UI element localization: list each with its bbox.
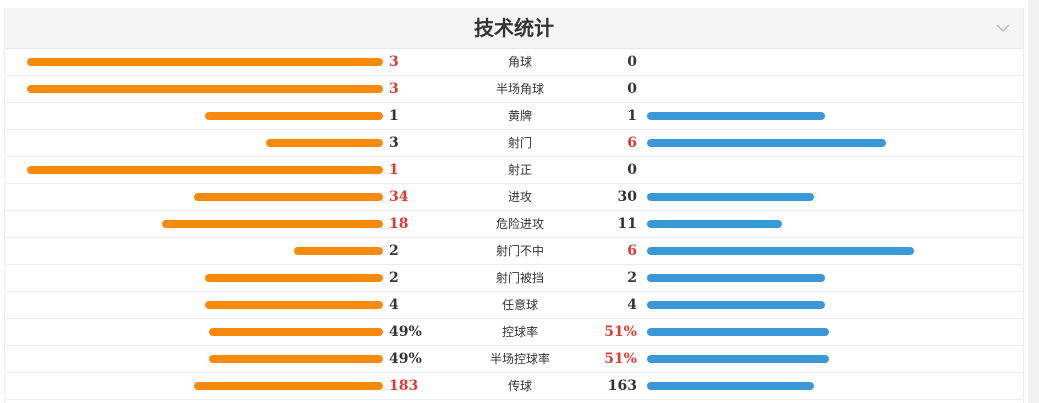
tech-stats-panel: 技术统计 3 角球 0 3 半场角球 0 1 黄牌 1 3 射门 6 1 射正 0 34 进攻 30 18 危险进攻 1… — [4, 8, 1024, 403]
panel-header: 技术统计 — [5, 8, 1023, 49]
home-value: 2 — [389, 243, 399, 259]
stat-label: 射门被挡 — [495, 271, 544, 285]
away-bar — [647, 355, 829, 363]
stat-row: 3 射门 6 — [5, 130, 1023, 157]
stat-row: 1 黄牌 1 — [5, 103, 1023, 130]
home-value: 3 — [389, 54, 399, 70]
away-bar — [647, 139, 886, 147]
away-bar — [647, 328, 829, 336]
away-value: 51% — [604, 351, 637, 367]
home-bar — [294, 247, 383, 255]
home-bar — [209, 355, 383, 363]
stat-row: 2 射门不中 6 — [5, 238, 1023, 265]
stat-row: 34 进攻 30 — [5, 184, 1023, 211]
home-value: 3 — [389, 81, 399, 97]
stat-row: 18 危险进攻 11 — [5, 211, 1023, 238]
home-value: 3 — [389, 135, 399, 151]
home-bar — [162, 220, 383, 228]
away-value: 30 — [617, 189, 637, 205]
away-bar — [647, 382, 814, 390]
away-value: 1 — [627, 108, 637, 124]
stat-row: 4 任意球 4 — [5, 292, 1023, 319]
stat-label: 危险进攻 — [495, 217, 544, 231]
stat-label: 传球 — [507, 379, 532, 393]
away-value: 0 — [627, 81, 637, 97]
stat-label: 半场控球率 — [489, 352, 550, 366]
home-value: 49% — [389, 351, 422, 367]
stat-label: 角球 — [507, 55, 532, 69]
home-value: 34 — [389, 189, 409, 205]
panel-title: 技术统计 — [474, 16, 554, 40]
stat-label: 黄牌 — [507, 109, 532, 123]
stat-label: 控球率 — [501, 325, 538, 339]
home-value: 183 — [389, 378, 419, 394]
home-bar — [194, 193, 383, 201]
home-bar — [27, 85, 383, 93]
away-bar — [647, 301, 825, 309]
stat-row: 3 半场角球 0 — [5, 76, 1023, 103]
home-value: 1 — [389, 162, 399, 178]
away-value: 51% — [604, 324, 637, 340]
stat-row: 49% 半场控球率 51% — [5, 346, 1023, 373]
away-bar — [647, 220, 782, 228]
home-bar — [27, 166, 383, 174]
stat-label: 半场角球 — [495, 82, 544, 96]
stat-row: 183 传球 163 — [5, 373, 1023, 400]
away-value: 4 — [627, 297, 637, 313]
home-bar — [205, 274, 383, 282]
home-value: 2 — [389, 270, 399, 286]
away-value: 2 — [627, 270, 637, 286]
stat-row: 2 射门被挡 2 — [5, 265, 1023, 292]
home-value: 1 — [389, 108, 399, 124]
stat-row: 1 射正 0 — [5, 157, 1023, 184]
home-bar — [209, 328, 383, 336]
chevron-down-icon[interactable] — [995, 20, 1011, 36]
home-bar — [205, 112, 383, 120]
away-value: 0 — [627, 162, 637, 178]
away-value: 11 — [617, 216, 637, 232]
home-value: 4 — [389, 297, 399, 313]
stat-row: 3 角球 0 — [5, 49, 1023, 76]
stat-label: 射门 — [507, 136, 532, 150]
away-value: 6 — [627, 135, 637, 151]
scrollbar[interactable] — [1028, 0, 1039, 403]
away-value: 6 — [627, 243, 637, 259]
stats-list: 3 角球 0 3 半场角球 0 1 黄牌 1 3 射门 6 1 射正 0 34 进攻 30 18 危险进攻 11 2 射门不… — [5, 49, 1023, 400]
home-bar — [194, 382, 383, 390]
stat-label: 射正 — [507, 163, 532, 177]
away-bar — [647, 247, 914, 255]
stat-row: 49% 控球率 51% — [5, 319, 1023, 346]
home-value: 49% — [389, 324, 422, 340]
stat-label: 射门不中 — [495, 244, 544, 258]
away-bar — [647, 112, 825, 120]
stat-label: 任意球 — [501, 298, 538, 312]
home-value: 18 — [389, 216, 409, 232]
home-bar — [205, 301, 383, 309]
away-bar — [647, 274, 825, 282]
home-bar — [266, 139, 383, 147]
away-bar — [647, 193, 814, 201]
away-value: 163 — [607, 378, 637, 394]
away-value: 0 — [627, 54, 637, 70]
stat-label: 进攻 — [507, 190, 532, 204]
home-bar — [27, 58, 383, 66]
